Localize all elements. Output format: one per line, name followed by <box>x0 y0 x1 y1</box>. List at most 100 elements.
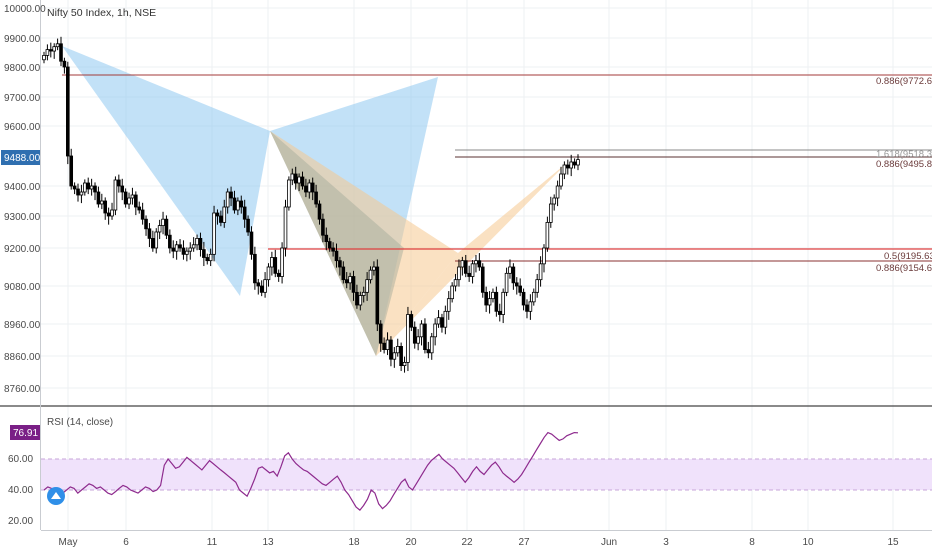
candle <box>443 305 448 335</box>
candle <box>491 288 495 303</box>
candle <box>76 183 80 202</box>
candle <box>457 259 461 287</box>
candle <box>518 278 522 297</box>
candle <box>225 188 230 214</box>
x-tick-label: 6 <box>123 537 129 548</box>
candle <box>83 179 87 196</box>
candle <box>106 207 111 225</box>
candle <box>117 174 121 193</box>
candle <box>259 280 264 297</box>
candle <box>140 202 145 225</box>
candle <box>562 161 567 180</box>
candle <box>497 303 502 322</box>
candle <box>426 341 431 359</box>
candle <box>290 168 295 186</box>
y-axis: 10000.00 9900.00 9800.00 9700.00 9600.00 9400… <box>4 4 46 395</box>
candle <box>113 176 118 216</box>
candle <box>123 188 128 208</box>
candle <box>49 42 53 58</box>
y-tick-label: 9700.00 <box>4 93 41 104</box>
candle <box>103 197 108 220</box>
candle <box>372 261 376 276</box>
current-price-marker: 9488.00 <box>1 150 41 165</box>
y-tick-label: 8860.00 <box>4 352 41 363</box>
candle <box>565 159 570 175</box>
x-tick-label: May <box>59 537 78 548</box>
candle <box>191 237 196 252</box>
candle <box>463 254 468 278</box>
candle <box>508 259 512 279</box>
candle <box>171 240 176 259</box>
x-tick-label: Jun <box>601 537 617 548</box>
candle <box>429 332 434 360</box>
candle <box>514 277 519 295</box>
candle <box>45 44 50 61</box>
candle <box>324 227 329 251</box>
candle <box>480 263 485 298</box>
candle <box>93 182 97 201</box>
candle <box>147 223 152 248</box>
candle <box>263 272 267 298</box>
pattern-overlap <box>270 131 404 356</box>
candle <box>242 199 247 228</box>
candle <box>42 51 46 64</box>
y-tick-label: 9200.00 <box>4 244 41 255</box>
candle <box>419 320 424 346</box>
candle <box>382 337 386 354</box>
candle <box>130 187 135 205</box>
candle <box>392 347 397 368</box>
candle <box>215 209 220 225</box>
candle <box>195 234 199 251</box>
tradingview-logo-icon[interactable] <box>47 487 65 505</box>
x-tick-label: 20 <box>405 537 417 548</box>
candle <box>440 313 444 333</box>
candle <box>494 286 499 317</box>
candle <box>314 184 318 208</box>
candle <box>164 215 169 240</box>
candle <box>423 318 427 354</box>
candle <box>280 242 284 284</box>
y-tick-label: 9400.00 <box>4 182 41 193</box>
candle <box>378 320 383 352</box>
candle <box>66 61 70 165</box>
candle <box>375 259 380 332</box>
candle <box>433 318 437 346</box>
candle <box>555 180 560 207</box>
candle <box>246 215 250 236</box>
rsi-band <box>41 459 932 490</box>
y-tick-label: 9900.00 <box>4 34 41 45</box>
candle <box>110 202 114 220</box>
rsi-tick-60: 60.00 <box>8 454 33 465</box>
candle <box>511 263 516 290</box>
candle <box>293 166 298 190</box>
rsi-tick-20: 20.00 <box>8 516 33 527</box>
current-price-label: 9488.00 <box>4 153 41 164</box>
candle <box>334 243 339 268</box>
candle <box>385 332 390 356</box>
candle <box>188 242 193 260</box>
candle <box>327 237 332 252</box>
candle <box>287 176 291 211</box>
candle <box>229 186 233 207</box>
x-axis: May 6 11 13 18 20 22 27 Jun 3 8 10 15 <box>59 537 899 548</box>
candle <box>548 196 553 228</box>
candle <box>178 239 182 252</box>
fib-label-9518: 1.618(9518.33) <box>876 149 932 160</box>
candle <box>358 291 363 311</box>
candle <box>232 190 237 214</box>
candle <box>528 294 533 320</box>
candle <box>157 219 162 240</box>
y-tick-label: 9080.00 <box>4 282 41 293</box>
rsi-value-marker: 76.91 <box>10 425 40 440</box>
candle <box>205 253 210 265</box>
candles <box>42 36 580 373</box>
candle <box>266 263 271 287</box>
candle <box>236 197 240 216</box>
fib-label-9772: 0.886(9772.66) <box>876 76 932 87</box>
candle <box>96 186 101 208</box>
candle <box>168 229 172 254</box>
candle <box>525 299 529 319</box>
candle <box>535 273 539 298</box>
candle <box>552 194 556 211</box>
